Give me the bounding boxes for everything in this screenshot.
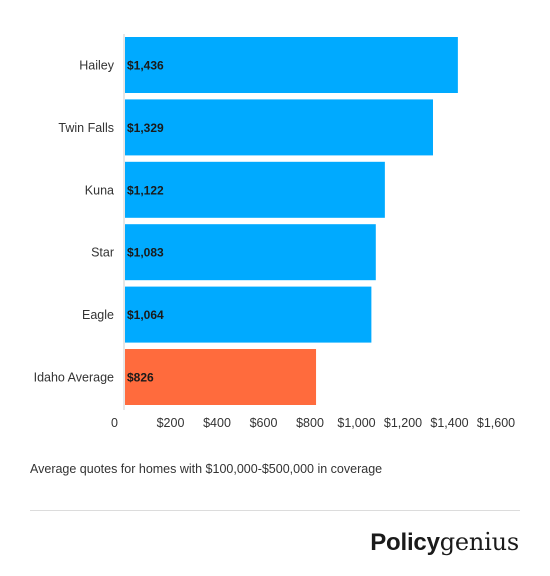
category-label-twin-falls: Twin Falls <box>58 121 114 135</box>
category-label-kuna: Kuna <box>85 183 114 197</box>
x-tick-label: $600 <box>250 416 278 430</box>
bar-star <box>125 224 376 281</box>
bar-kuna <box>125 161 385 218</box>
x-tick-label: $800 <box>296 416 324 430</box>
bar-eagle <box>125 286 372 343</box>
bar-idaho-average <box>125 349 317 405</box>
x-tick-label: $1,400 <box>430 416 468 430</box>
bar-twin-falls <box>125 99 433 156</box>
x-tick-label: $200 <box>157 416 185 430</box>
data-label-twin-falls: $1,329 <box>127 121 164 135</box>
x-tick-label: $400 <box>203 416 231 430</box>
chart-caption: Average quotes for homes with $100,000-$… <box>30 462 383 476</box>
x-tick-label: $1,000 <box>337 416 375 430</box>
x-tick-label: $1,600 <box>477 416 515 430</box>
bar-chart: Hailey Twin Falls Kuna Star Eagle Idaho Avera… <box>34 34 515 430</box>
divider <box>30 510 520 511</box>
category-label-eagle: Eagle <box>82 308 114 322</box>
data-label-idaho-average: $826 <box>127 371 154 385</box>
logo-text-bold: Policy <box>370 529 440 556</box>
data-label-kuna: $1,122 <box>127 183 164 197</box>
category-label-hailey: Hailey <box>79 59 114 73</box>
policygenius-logo: Policygenius <box>370 528 519 557</box>
bar-hailey <box>125 37 458 93</box>
data-label-hailey: $1,436 <box>127 59 164 73</box>
data-label-star: $1,083 <box>127 246 164 260</box>
logo-text-light: genius <box>439 528 519 556</box>
x-tick-label: 0 <box>111 416 118 430</box>
data-label-eagle: $1,064 <box>127 308 164 322</box>
category-label-star: Star <box>91 246 114 260</box>
x-tick-label: $1,200 <box>384 416 422 430</box>
category-label-idaho-average: Idaho Average <box>34 371 114 385</box>
